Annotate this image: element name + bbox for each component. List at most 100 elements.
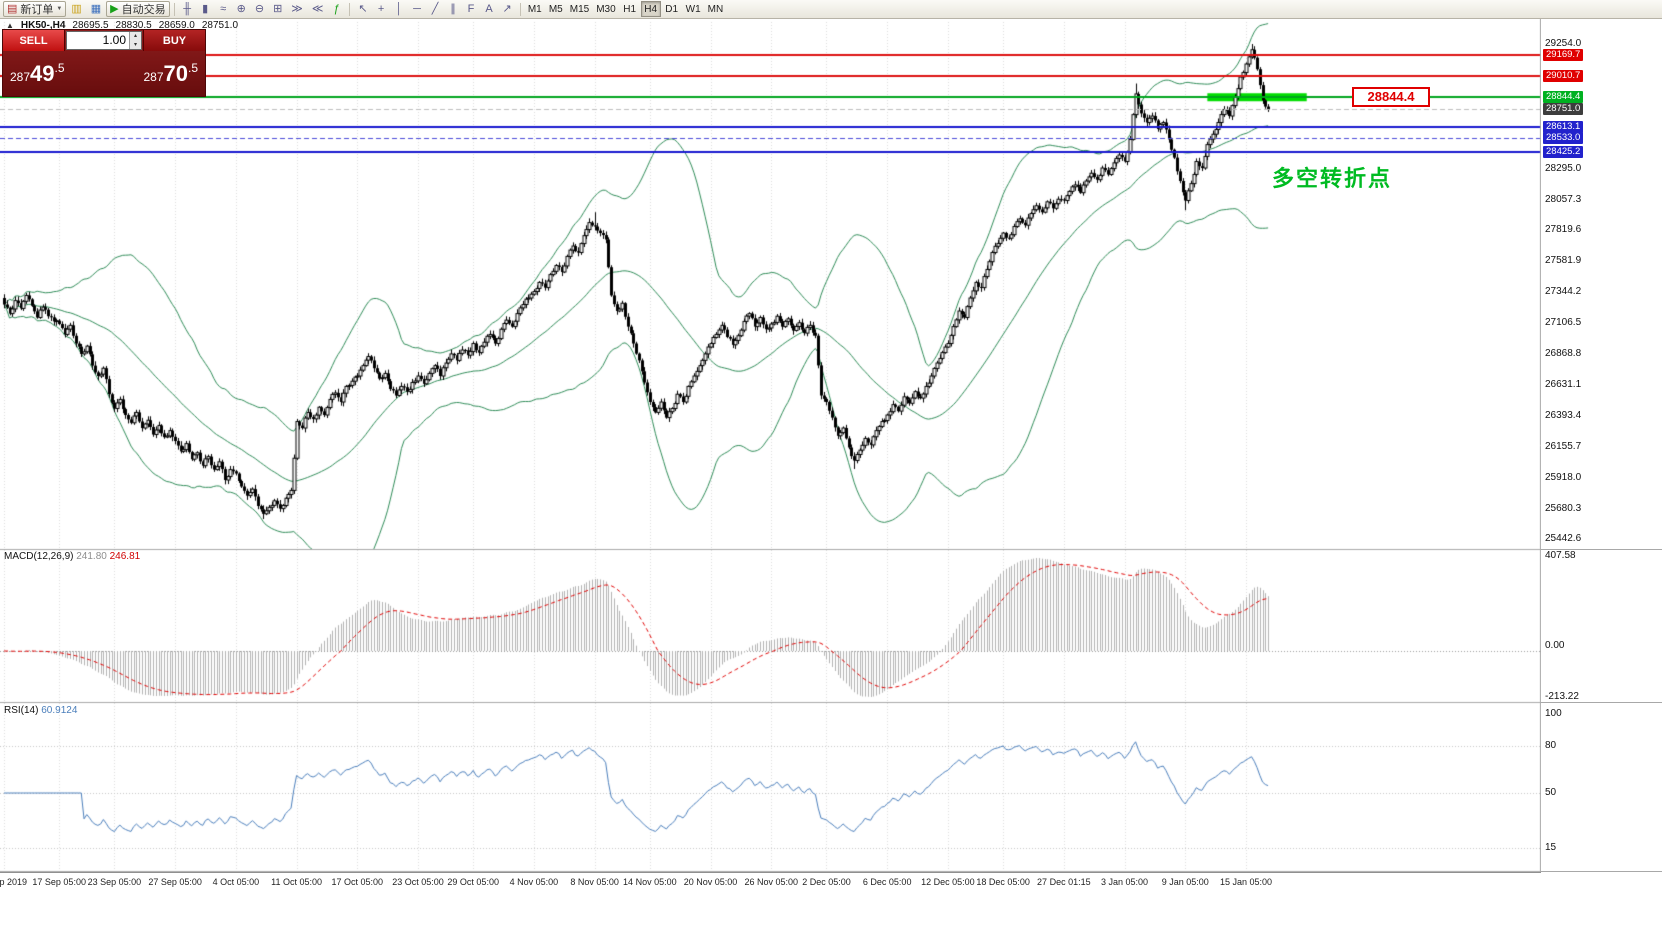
chart-shift-button[interactable]: ≪ — [308, 1, 328, 17]
price-line-label: 28533.0 — [1543, 131, 1584, 144]
timeframe-mn-button-label: MN — [707, 3, 724, 15]
timeframe-m15-button[interactable]: M15 — [567, 1, 592, 17]
zoom-out-icon: ⊖ — [254, 2, 265, 15]
indicators-button[interactable]: ƒ — [328, 1, 345, 17]
one-click-toggle-icon[interactable]: ▲ — [6, 21, 14, 30]
cursor-button[interactable]: ↖ — [354, 1, 371, 17]
text-button[interactable]: A — [481, 1, 498, 17]
cursor-icon: ↖ — [358, 2, 368, 15]
toolbar-separator — [349, 2, 351, 16]
chart-canvas[interactable] — [0, 19, 1541, 872]
price-line-label: 28844.4 — [1543, 91, 1584, 104]
chart-shift-icon: ≪ — [311, 2, 324, 15]
price-line-label: 29169.7 — [1543, 48, 1584, 61]
axis-tick-label: 25680.3 — [1545, 502, 1582, 514]
toolbar-separator — [173, 2, 175, 16]
axis-tick-label: 26631.1 — [1545, 378, 1582, 390]
date-label: 4 Nov 05:00 — [509, 877, 559, 887]
line-chart-icon: ≈ — [220, 2, 227, 15]
timeframe-h4-button-label: H4 — [644, 3, 658, 15]
axis-tick-label: 27819.6 — [1545, 224, 1582, 236]
fibonacci-button[interactable]: F — [463, 1, 480, 17]
ohlc-low: 28659.0 — [158, 20, 195, 31]
autotrading-button-label: 自动交易 — [121, 4, 166, 16]
volume-down-button[interactable]: ▾ — [130, 40, 141, 49]
price-line-label: 28751.0 — [1543, 103, 1584, 116]
price-line-label: 28613.1 — [1543, 121, 1584, 134]
date-label: 3 Jan 05:00 — [1101, 877, 1149, 887]
bar-chart-button[interactable]: ╫ — [179, 1, 196, 17]
zoom-out-button[interactable]: ⊖ — [251, 1, 268, 17]
vertical-line-button[interactable]: │ — [391, 1, 408, 17]
date-label: 17 Sep 05:00 — [32, 877, 86, 887]
tile-windows-button[interactable]: ⊞ — [269, 1, 286, 17]
panel-separator — [1541, 702, 1662, 703]
auto-scroll-icon: ≫ — [291, 2, 303, 15]
autotrading-button[interactable]: ▶ 自动交易 — [106, 1, 170, 17]
timeframe-m5-button[interactable]: M5 — [546, 1, 566, 17]
timeframe-m30-button[interactable]: M30 — [593, 1, 618, 17]
arrow-icon: ↗ — [502, 2, 512, 15]
volume-input[interactable]: 1.00 ▴ ▾ — [66, 31, 142, 50]
trendline-button[interactable]: ╱ — [427, 1, 444, 17]
sell-price[interactable]: 28749.5 — [10, 61, 65, 87]
volume-up-button[interactable]: ▴ — [130, 32, 141, 41]
arrow-button[interactable]: ↗ — [499, 1, 516, 17]
price-digits: 49 — [30, 60, 55, 86]
date-label: 2 Dec 05:00 — [802, 877, 851, 887]
price-digits: .5 — [187, 60, 198, 75]
price-line-label: 29010.7 — [1543, 69, 1584, 82]
horizontal-line-icon: ─ — [413, 2, 421, 15]
date-label: 29 Oct 05:00 — [447, 877, 499, 887]
sell-button[interactable]: SELL — [3, 30, 65, 51]
data-window-icon: ▦ — [90, 2, 102, 15]
timeframe-m30-button-label: M30 — [596, 3, 616, 15]
ohlc-high: 28830.5 — [115, 20, 152, 31]
axis-tick-label: 27581.9 — [1545, 255, 1582, 267]
horizontal-line-button[interactable]: ─ — [409, 1, 426, 17]
panel-separator — [1541, 871, 1662, 872]
price-digits: 287 — [10, 69, 31, 84]
text-icon: A — [485, 2, 493, 15]
axis-tick-label: 26868.8 — [1545, 348, 1582, 360]
buy-button[interactable]: BUY — [143, 30, 205, 51]
charts-grid-button[interactable]: ▥ — [67, 1, 85, 17]
new-order-icon: ▤ — [7, 2, 18, 15]
price-tag-annotation[interactable]: 28844.4 — [1352, 87, 1430, 107]
date-label: 1 Sep 2019 — [0, 877, 28, 887]
zoom-in-button[interactable]: ⊕ — [233, 1, 250, 17]
new-order-button-label: 新订单 — [20, 4, 54, 16]
zoom-in-icon: ⊕ — [236, 2, 246, 15]
timeframe-h1-button[interactable]: H1 — [620, 1, 640, 17]
price-scale[interactable]: 29254.0 28295.0 28057.3 27819.6 27581.9 27344… — [1541, 19, 1662, 892]
buy-price[interactable]: 28770.5 — [143, 61, 198, 87]
autotrading-icon: ▶ — [110, 2, 119, 15]
toolbar: ▤ 新订单 ▼ ▥ ▦ ▶ 自动交易 ╫ ▮ ≈ ⊕ ⊖ ⊞ ≫ ≪ ƒ ↖ + │ ─ ╱ ∥ F A ↗ M1 M5 M15 M30… — [0, 0, 1662, 19]
timeframe-m1-button[interactable]: M1 — [525, 1, 545, 17]
channel-icon: ∥ — [450, 2, 456, 15]
indicators-icon: ƒ — [333, 2, 340, 15]
timeframe-w1-button[interactable]: W1 — [683, 1, 704, 17]
axis-tick-label: 100 — [1545, 708, 1562, 719]
axis-tick-label: 80 — [1545, 739, 1557, 751]
line-chart-button[interactable]: ≈ — [215, 1, 232, 17]
ohlc-open: 28695.5 — [72, 20, 109, 31]
axis-tick-label: 15 — [1545, 842, 1557, 854]
auto-scroll-button[interactable]: ≫ — [287, 1, 307, 17]
turning-point-note[interactable]: 多空转折点 — [1272, 166, 1393, 191]
timeframe-d1-button[interactable]: D1 — [662, 1, 682, 17]
timeframe-m1-button-label: M1 — [527, 3, 542, 15]
candlestick-chart-button[interactable]: ▮ — [197, 1, 214, 17]
crosshair-button[interactable]: + — [373, 1, 390, 17]
ohlc-close: 28751.0 — [201, 20, 239, 31]
timeframe-h4-button[interactable]: H4 — [640, 1, 661, 17]
axis-tick-label: 29254.0 — [1545, 38, 1582, 49]
new-order-button[interactable]: ▤ 新订单 ▼ — [3, 1, 67, 17]
timeframe-mn-button[interactable]: MN — [705, 1, 727, 17]
rsi-label: RSI(14) 60.9124 — [4, 705, 77, 716]
timeframe-w1-button-label: W1 — [685, 3, 701, 15]
data-window-button[interactable]: ▦ — [87, 1, 105, 17]
channel-button[interactable]: ∥ — [445, 1, 462, 17]
date-label: 8 Nov 05:00 — [570, 877, 619, 887]
